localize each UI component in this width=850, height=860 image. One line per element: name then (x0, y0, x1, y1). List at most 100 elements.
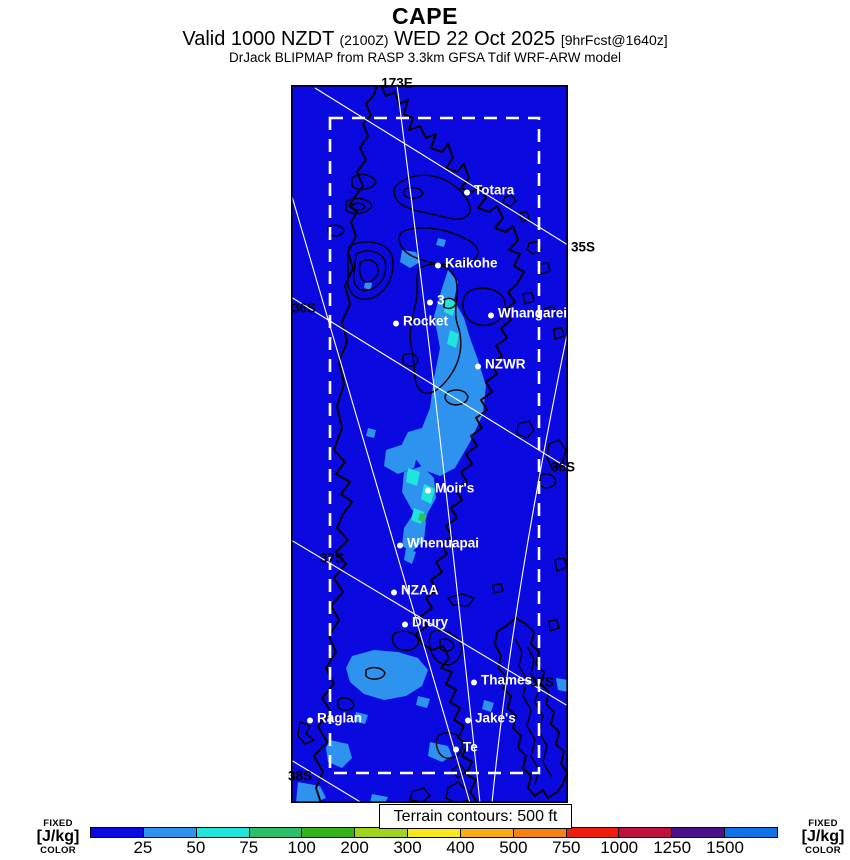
site-dot-icon (307, 717, 313, 724)
site-dot-icon (464, 189, 470, 196)
model-description: DrJack BLIPMAP from RASP 3.3km GFSA Tdif… (228, 50, 622, 65)
colorbar-tick: 500 (499, 838, 528, 857)
colorbar-segment (196, 828, 250, 837)
colorbar-tick: 750 (552, 838, 581, 857)
site-marker-raglan: Raglan (307, 711, 362, 726)
colorbar-segment (725, 828, 777, 837)
site-marker-moir-s: Moir's (425, 481, 474, 496)
valid-prefix: Valid 1000 NZDT (182, 28, 340, 50)
site-label: Raglan (317, 710, 363, 726)
lat-lon-graticule (291, 85, 568, 803)
site-dot-icon (427, 299, 433, 306)
site-marker-3: 3 (427, 293, 445, 308)
site-marker-whangarei: Whangarei (488, 306, 567, 321)
east-coastline (380, 85, 525, 803)
site-marker-rocket: Rocket (393, 314, 448, 329)
forecast-map (291, 85, 568, 803)
site-label: Totara (474, 182, 515, 198)
colorbar-segment (408, 828, 461, 837)
grid-label-36s: 36S (291, 300, 317, 316)
colorbar-segment (302, 828, 356, 837)
terrain-contours-note: Terrain contours: 500 ft (379, 804, 572, 829)
colorbar-tick: 1000 (600, 838, 639, 857)
site-label: 3 (437, 292, 445, 308)
fixed-text: FIXED (43, 818, 73, 829)
map-border (291, 85, 568, 803)
valid-forecast-offset: [9hrFcst@1640z] (560, 32, 668, 48)
grid-label-37s: 37S (319, 550, 345, 566)
site-label: Whangarei (498, 305, 568, 321)
colorbar-tick: 1500 (706, 838, 744, 857)
site-dot-icon (402, 621, 408, 628)
site-label: Kaikohe (445, 255, 498, 271)
colorbar-segment (619, 828, 673, 837)
colorbar-tick: 100 (287, 838, 316, 857)
domain-dashed-border (328, 116, 541, 775)
site-label: Whenuapai (407, 535, 480, 551)
colorbar-segment (143, 828, 197, 837)
colorbar-tick: 300 (393, 838, 422, 857)
site-dot-icon (453, 746, 459, 753)
grid-label-36s: 36S (550, 459, 576, 475)
site-dot-icon (475, 363, 481, 370)
grid-label-35s: 35S (570, 239, 596, 255)
units-text: [J/kg] (801, 827, 845, 845)
grid-label-37s: 37S (529, 674, 555, 690)
site-label: Jake's (475, 710, 516, 726)
color-text: COLOR (40, 844, 76, 856)
site-marker-drury: Drury (402, 615, 448, 630)
colorbar-units-right: FIXED [J/kg] COLOR (794, 819, 850, 856)
colorbar-segment (355, 828, 409, 837)
cape-75-100-patch (418, 513, 427, 522)
site-dot-icon (397, 542, 403, 549)
valid-time-line: Valid 1000 NZDT (2100Z) WED 22 Oct 2025 … (0, 28, 850, 51)
colorbar-segment (460, 828, 514, 837)
site-dot-icon (425, 487, 431, 494)
fixed-text: FIXED (808, 818, 838, 829)
page-title: CAPE (392, 3, 458, 29)
colorbar-segment (513, 828, 567, 837)
site-dot-icon (465, 717, 471, 724)
valid-date: WED 22 Oct 2025 (388, 28, 561, 50)
units-text: [J/kg] (36, 827, 80, 845)
site-dot-icon (488, 312, 494, 319)
colorbar-segment (249, 828, 303, 837)
site-label: Moir's (435, 480, 475, 496)
site-marker-nzaa: NZAA (391, 583, 439, 598)
colorbar-tick: 400 (446, 838, 475, 857)
cape-50-75-patches (406, 298, 459, 524)
site-marker-totara: Totara (464, 183, 514, 198)
grid-label-38s: 38S (287, 768, 313, 784)
cape-25-50-patches (296, 238, 568, 803)
site-label: Te (463, 739, 478, 755)
colorbar-tick: 75 (239, 838, 259, 857)
colorbar-tick: 1250 (653, 838, 692, 857)
site-label: Rocket (403, 313, 449, 329)
site-label: Thames (481, 672, 533, 688)
colorbar-tick: 25 (133, 838, 153, 857)
site-marker-whenuapai: Whenuapai (397, 536, 479, 551)
site-label: Drury (412, 614, 449, 630)
site-dot-icon (393, 320, 399, 327)
colorbar-segment (566, 828, 620, 837)
site-dot-icon (435, 262, 441, 269)
site-dot-icon (471, 679, 477, 686)
site-marker-thames: Thames (471, 673, 532, 688)
color-text: COLOR (805, 844, 841, 856)
colorbar-tick: 50 (186, 838, 206, 857)
colorbar-tick: 200 (340, 838, 369, 857)
valid-zulu: (2100Z) (339, 32, 389, 48)
colorbar-segment (91, 828, 144, 837)
colorbar-segment (672, 828, 726, 837)
site-marker-jake-s: Jake's (465, 711, 516, 726)
coromandel-coastline (494, 617, 568, 799)
site-marker-te: Te (453, 740, 478, 755)
site-label: NZWR (485, 356, 526, 372)
grid-label-173e: 173E (381, 75, 413, 91)
site-label: NZAA (401, 582, 439, 598)
colorbar-units-left: FIXED [J/kg] COLOR (29, 819, 87, 856)
site-marker-kaikohe: Kaikohe (435, 256, 498, 271)
site-marker-nzwr: NZWR (475, 357, 526, 372)
site-dot-icon (391, 589, 397, 596)
